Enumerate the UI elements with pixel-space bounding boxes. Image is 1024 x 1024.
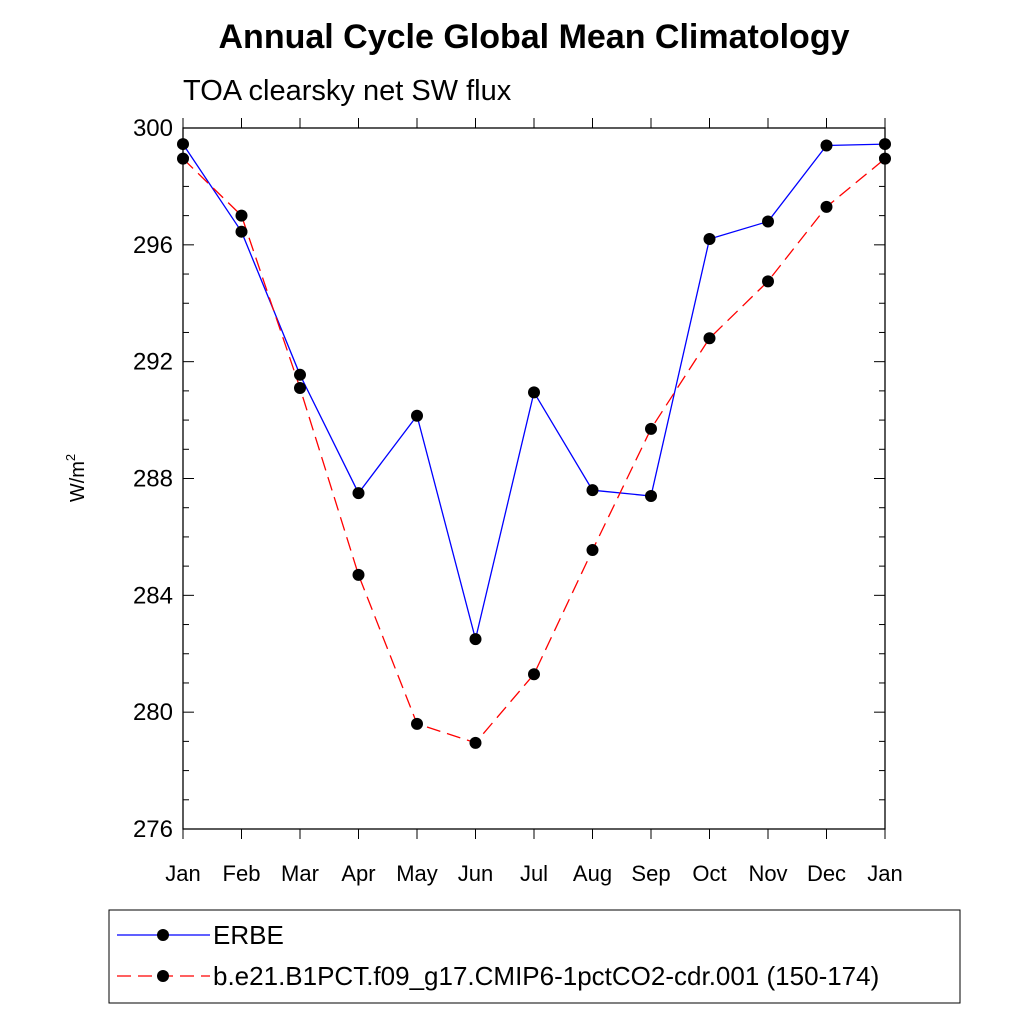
x-tick-label: Feb (223, 861, 261, 886)
series-0-point (586, 484, 599, 497)
y-tick-label: 296 (133, 232, 173, 259)
y-axis-label-text: W/m (67, 461, 89, 502)
y-tick-label: 276 (133, 816, 173, 843)
y-tick-label: 280 (133, 699, 173, 726)
legend-erbe-marker (157, 929, 169, 941)
series-0-point (820, 139, 833, 152)
plot-frame (182, 127, 886, 830)
x-tick-label: Dec (807, 861, 846, 886)
series-0-point (703, 232, 716, 245)
y-tick-label: 292 (133, 349, 173, 376)
series-1-point (294, 381, 306, 394)
x-tick-label: Jun (458, 861, 493, 886)
series-line-1 (182, 158, 886, 744)
y-axis-label-superscript: 2 (63, 454, 78, 461)
x-tick-label: Jan (165, 861, 200, 886)
series-0-point (411, 409, 423, 422)
series-1-point (235, 209, 248, 222)
y-tick-label: 300 (133, 115, 173, 142)
x-tick-label: May (396, 861, 438, 886)
chart-title: Annual Cycle Global Mean Climatology (219, 18, 850, 56)
series-1-point (703, 332, 716, 345)
series-0-point (294, 368, 306, 381)
series-0-point (469, 633, 482, 646)
series-1-point (586, 544, 599, 557)
series-0-point (235, 225, 248, 238)
x-tick-label: Apr (341, 861, 375, 886)
series-0-point (528, 386, 540, 399)
series-1-point (177, 152, 189, 165)
series-1-point (879, 152, 891, 165)
series-1-point (528, 668, 540, 681)
series-1-point (411, 717, 423, 730)
legend-model-label: b.e21.B1PCT.f09_g17.CMIP6-1pctCO2-cdr.00… (213, 961, 879, 991)
series-1-point (469, 736, 482, 749)
x-tick-label: Nov (748, 861, 787, 886)
series-1-point (762, 275, 774, 288)
legend-item-erbe: ERBE (117, 920, 284, 950)
axes: 276 280 284 288 292 296 300 Jan Feb Mar Apr May Jun J… (133, 115, 903, 886)
legend-item-model: b.e21.B1PCT.f09_g17.CMIP6-1pctCO2-cdr.00… (117, 961, 879, 991)
x-tick-label: Jul (520, 861, 548, 886)
x-tick-label: Aug (573, 861, 612, 886)
x-tick-label: Oct (692, 861, 726, 886)
series-0-point (645, 490, 657, 503)
y-tick-label: 288 (133, 466, 173, 493)
series-0-point (879, 138, 891, 151)
legend-box (108, 909, 961, 1004)
legend-erbe-label: ERBE (213, 920, 284, 950)
series-1-point (645, 422, 657, 435)
series (177, 138, 891, 749)
series-1-point (352, 568, 365, 581)
series-0-point (352, 487, 365, 500)
y-axis-label: W/m2 (63, 454, 89, 502)
x-tick-label: Sep (631, 861, 670, 886)
series-0-point (762, 215, 774, 228)
y-tick-label: 284 (133, 582, 173, 609)
chart-subtitle: TOA clearsky net SW flux (183, 75, 512, 107)
x-tick-label: Mar (281, 861, 319, 886)
x-tick-label: Jan (867, 861, 902, 886)
legend-model-marker (157, 970, 169, 982)
series-1-point (820, 200, 833, 213)
series-0-point (177, 138, 189, 151)
